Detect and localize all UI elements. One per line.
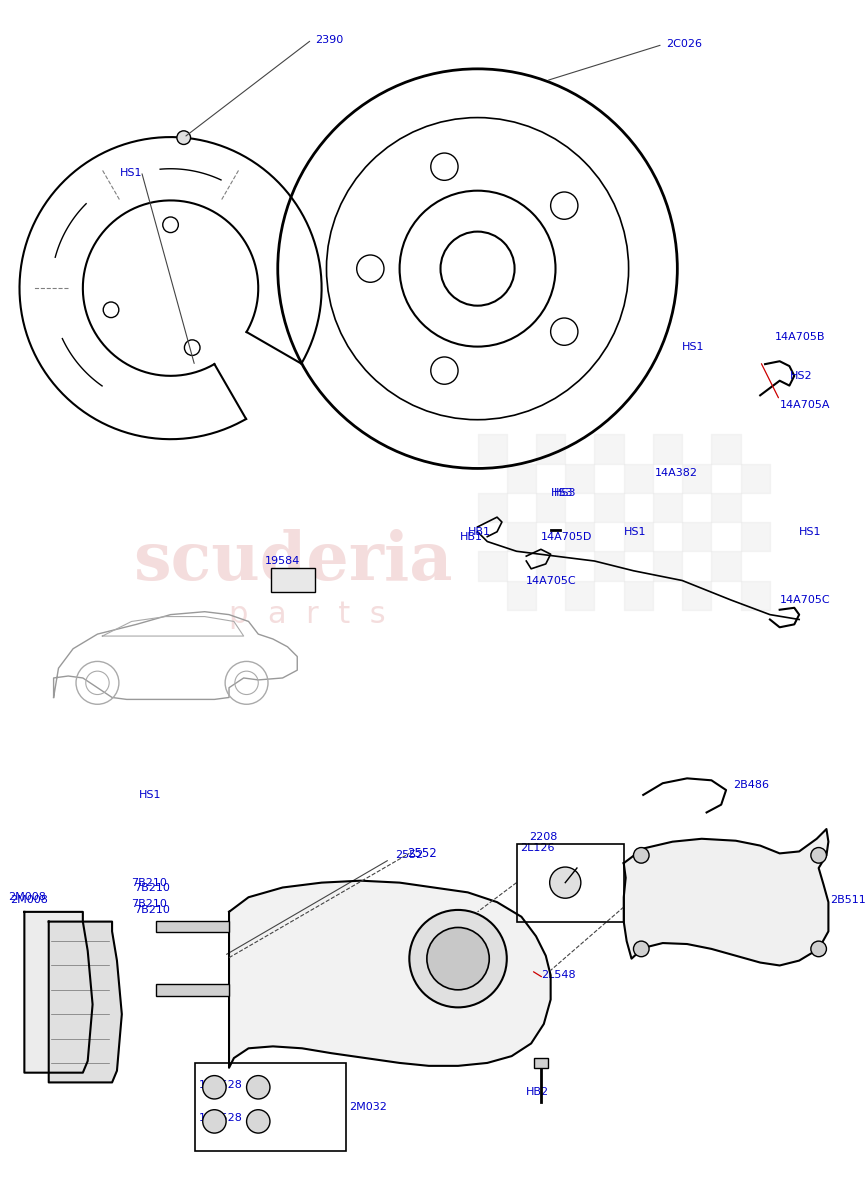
Circle shape	[634, 941, 649, 956]
Text: 14A705B: 14A705B	[775, 332, 825, 342]
Bar	[507, 522, 536, 551]
Bar	[595, 493, 623, 522]
Text: 2208: 2208	[529, 832, 557, 841]
Circle shape	[409, 910, 507, 1007]
Bar	[565, 463, 595, 493]
Text: 19584: 19584	[265, 556, 301, 566]
Bar	[156, 920, 229, 932]
Text: HB1: HB1	[460, 532, 483, 541]
Text: 2L548: 2L548	[541, 971, 576, 980]
Bar	[623, 581, 653, 610]
Circle shape	[203, 1075, 226, 1099]
Text: HB1: HB1	[468, 527, 491, 536]
Bar	[653, 493, 682, 522]
Polygon shape	[623, 829, 828, 966]
Text: 14A705C: 14A705C	[526, 576, 577, 586]
Text: HS1: HS1	[682, 342, 705, 352]
Text: p  a  r  t  s: p a r t s	[229, 600, 385, 629]
Text: 7B210: 7B210	[132, 899, 167, 910]
Text: HS3: HS3	[551, 487, 573, 498]
Bar	[195, 1063, 346, 1151]
Text: 2B486: 2B486	[733, 780, 769, 790]
Bar	[478, 493, 507, 522]
Text: HS1: HS1	[623, 527, 646, 536]
Circle shape	[811, 847, 826, 863]
Circle shape	[550, 868, 581, 899]
Text: 2L126: 2L126	[520, 844, 555, 853]
Text: HS1: HS1	[139, 790, 161, 800]
Text: 14A705D: 14A705D	[541, 532, 592, 541]
Text: 2B511: 2B511	[831, 895, 866, 905]
Bar	[478, 551, 507, 581]
Bar	[740, 463, 770, 493]
Bar	[507, 581, 536, 610]
Text: 2552: 2552	[407, 847, 437, 860]
Bar	[623, 463, 653, 493]
Text: 2M008: 2M008	[8, 893, 46, 902]
Bar	[682, 522, 712, 551]
Bar	[507, 463, 536, 493]
Text: 7B210: 7B210	[134, 882, 171, 893]
Circle shape	[203, 1110, 226, 1133]
Bar	[534, 1058, 548, 1068]
Text: 19D528: 19D528	[199, 1114, 243, 1123]
Text: 14A705A: 14A705A	[779, 400, 831, 410]
Bar	[653, 434, 682, 463]
Bar	[536, 434, 565, 463]
Text: 14A705C: 14A705C	[779, 595, 831, 605]
Text: 19D528: 19D528	[199, 1080, 243, 1091]
Bar	[271, 568, 315, 593]
Bar	[478, 434, 507, 463]
Text: 2390: 2390	[315, 35, 343, 44]
Text: HS1: HS1	[121, 168, 143, 178]
Text: HB2: HB2	[526, 1087, 550, 1097]
Text: HS3: HS3	[553, 487, 576, 498]
Text: 14A382: 14A382	[655, 468, 698, 479]
Bar	[712, 493, 740, 522]
Circle shape	[811, 941, 826, 956]
Bar	[595, 434, 623, 463]
Bar	[536, 551, 565, 581]
Circle shape	[246, 1075, 270, 1099]
Text: 2M008: 2M008	[10, 895, 48, 905]
Polygon shape	[229, 881, 551, 1068]
Bar	[682, 463, 712, 493]
Text: 7B210: 7B210	[132, 877, 167, 888]
Circle shape	[427, 928, 489, 990]
Circle shape	[634, 847, 649, 863]
Text: scuderia: scuderia	[133, 528, 452, 594]
Bar	[517, 844, 623, 922]
Text: 2C026: 2C026	[666, 40, 701, 49]
Bar	[623, 522, 653, 551]
Bar	[565, 522, 595, 551]
Text: 7B210: 7B210	[134, 905, 171, 914]
Bar	[653, 551, 682, 581]
Bar	[682, 581, 712, 610]
Circle shape	[246, 1110, 270, 1133]
Text: 2552: 2552	[394, 851, 423, 860]
Bar	[156, 984, 229, 996]
Text: HS1: HS1	[799, 527, 822, 536]
Polygon shape	[24, 912, 93, 1073]
Bar	[595, 551, 623, 581]
Text: HS2: HS2	[790, 371, 812, 380]
Bar	[712, 551, 740, 581]
Bar	[740, 581, 770, 610]
Circle shape	[177, 131, 191, 144]
Bar	[565, 581, 595, 610]
Bar	[712, 434, 740, 463]
Polygon shape	[49, 922, 122, 1082]
Bar	[536, 493, 565, 522]
Text: 2M032: 2M032	[349, 1102, 387, 1111]
Bar	[740, 522, 770, 551]
